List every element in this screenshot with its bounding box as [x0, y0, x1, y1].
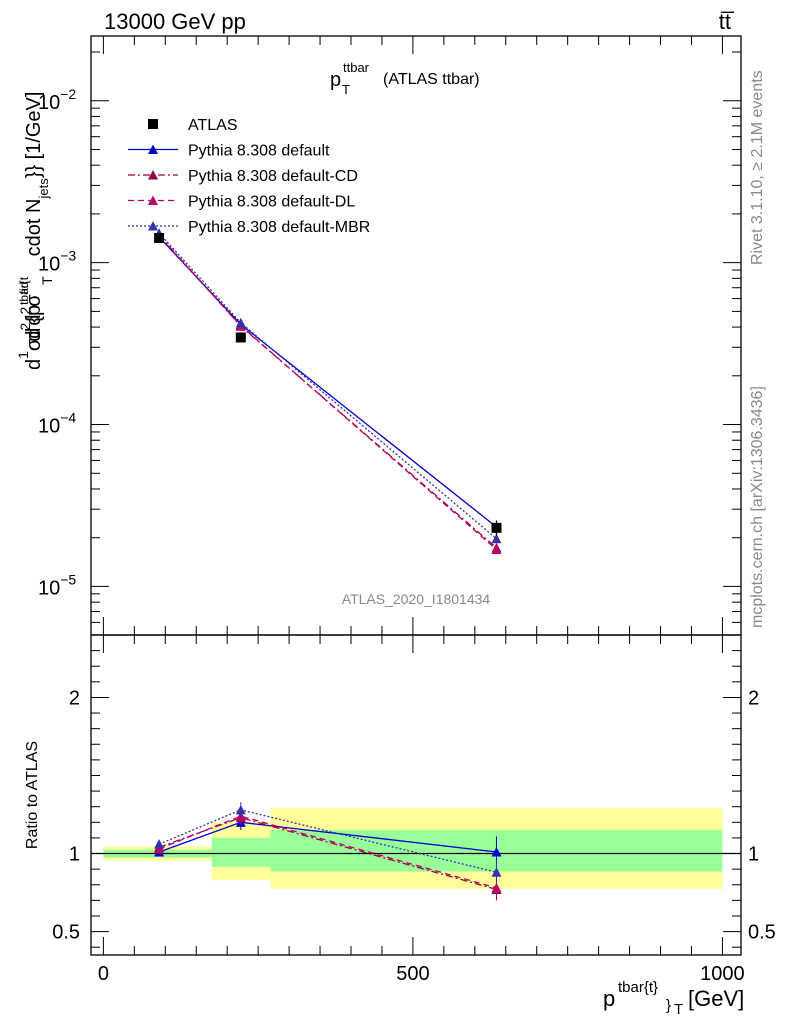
ylabel-m: T — [39, 276, 55, 285]
title-suffix: (ATLAS ttbar) — [383, 71, 480, 88]
x-tick-label-2: 1000 — [700, 963, 745, 985]
ratio-y-tick-label-right-0: 0.5 — [748, 922, 776, 944]
ratio-band-green-1 — [211, 837, 271, 867]
ratio-series-3-point-2 — [491, 867, 502, 877]
mcplots-label: mcplots.cern.ch [arXiv:1306.3436] — [749, 386, 766, 628]
main-series-line-3 — [158, 232, 497, 540]
ratio-y-tick-label-left-1: 1 — [69, 844, 80, 866]
axes: 0 500 1000 10−2 10−3 10−4 10−5 0.5 0.5 1 1 2 2 — [38, 35, 776, 985]
ratio-y-tick-label-right-1: 1 — [748, 844, 759, 866]
ratio-y-tick-label-right-2: 2 — [748, 687, 759, 709]
ratio-y-tick-label-left-0: 0.5 — [52, 922, 80, 944]
legend-label-3: Pythia 8.308 default-MBR — [188, 219, 370, 236]
ratio-y-axis-label: Ratio to ATLAS — [24, 741, 41, 849]
main-series-3-point-1 — [235, 317, 246, 328]
ratio-frame — [90, 634, 742, 956]
ylabel-n: cdot N — [23, 199, 45, 257]
main-y-tick-label-0: 10−2 — [38, 86, 76, 114]
ylabel-h: fid — [17, 282, 31, 295]
legend-label-atlas: ATLAS — [188, 117, 238, 134]
legend-marker-atlas — [148, 119, 158, 129]
atlas-point-0 — [154, 232, 165, 243]
legend-label-2: Pythia 8.308 default-DL — [188, 194, 355, 211]
ylabel-b: 1 — [15, 351, 31, 359]
xlabel-sup: tbar{t} — [618, 979, 658, 996]
ylabel-f: 2 — [17, 306, 33, 314]
legend-marker-1 — [148, 170, 158, 180]
main-series-line-0 — [158, 236, 497, 528]
legend-label-1: Pythia 8.308 default-CD — [188, 168, 358, 185]
ylabel-p: }} [1/GeV] — [23, 92, 45, 179]
x-tick-label-1: 500 — [396, 963, 429, 985]
ratio-series-3-point-1 — [235, 804, 246, 815]
ylabel-l: tbar{t — [17, 276, 31, 305]
xlabel-sub: } — [666, 997, 671, 1014]
xlabel-main: p — [603, 986, 615, 1011]
ylabel-d: d — [23, 328, 45, 339]
legend-marker-3 — [148, 221, 158, 231]
ylabel-e: d — [23, 314, 45, 325]
ylabel-g: σ — [23, 294, 45, 307]
ylabel-j: 2 — [17, 323, 33, 331]
main-series-3-point-2 — [491, 533, 502, 544]
ylabel-c: σ — [23, 338, 45, 351]
ratio-panel-content — [154, 802, 502, 901]
ratio-series-line-2 — [158, 815, 497, 889]
main-panel-content — [154, 228, 502, 555]
plot-title: p ttbar T (ATLAS ttbar) — [330, 60, 480, 97]
ylabel-i: d — [23, 331, 45, 342]
ylabel-o: jets — [36, 178, 51, 200]
ratio-series-2-point-2 — [491, 882, 502, 893]
header-left: 13000 GeV pp — [104, 9, 246, 34]
title-sup: ttbar — [343, 60, 370, 75]
ratio-series-0-point-2 — [491, 846, 502, 857]
title-main: p — [330, 69, 341, 91]
ratio-series-3-point-0 — [154, 839, 165, 849]
title-sub: T — [342, 82, 350, 97]
ratio-y-tick-label-left-2: 2 — [69, 687, 80, 709]
x-tick-label-0: 0 — [98, 963, 109, 985]
main-y-tick-label-3: 10−5 — [38, 571, 76, 599]
header-right: tt̅ — [719, 9, 735, 34]
ylabel-a: d — [23, 359, 45, 370]
legend-label-0: Pythia 8.308 default — [188, 143, 330, 160]
legend-marker-0 — [148, 144, 158, 154]
main-y-axis-label: d1σdd2σfidd2{ptbar{t Tcdot Njets}} [1/GeV… — [15, 92, 55, 370]
ratio-bands — [91, 808, 741, 889]
main-series-2-point-2 — [491, 544, 502, 555]
x-axis-label: p tbar{t} } T [GeV] — [603, 979, 744, 1018]
main-series-line-1 — [158, 234, 497, 549]
legend: ATLAS Pythia 8.308 default Pythia 8.308 de… — [128, 117, 370, 236]
rivet-label: Rivet 3.1.10, ≥ 2.1M events — [749, 70, 766, 265]
ylabel-k: {p — [23, 305, 45, 323]
main-y-tick-label-2: 10−4 — [38, 410, 76, 438]
main-y-tick-label-1: 10−3 — [38, 248, 76, 276]
atlas-point-1 — [235, 332, 246, 343]
xlabel-sub2: T — [674, 1001, 683, 1018]
legend-marker-2 — [148, 195, 158, 205]
atlas-point-2 — [491, 522, 502, 533]
analysis-watermark: ATLAS_2020_I1801434 — [342, 591, 491, 607]
xlabel-unit: [GeV] — [688, 986, 744, 1011]
